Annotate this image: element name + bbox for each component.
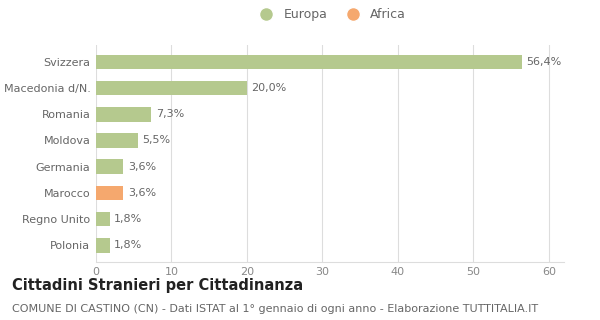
Text: 1,8%: 1,8% bbox=[114, 214, 142, 224]
Text: 5,5%: 5,5% bbox=[142, 135, 170, 146]
Bar bbox=[96, 81, 247, 95]
Text: COMUNE DI CASTINO (CN) - Dati ISTAT al 1° gennaio di ogni anno - Elaborazione TU: COMUNE DI CASTINO (CN) - Dati ISTAT al 1… bbox=[12, 304, 538, 314]
Text: 1,8%: 1,8% bbox=[114, 240, 142, 250]
Text: 3,6%: 3,6% bbox=[128, 188, 156, 198]
Bar bbox=[96, 212, 110, 226]
Bar bbox=[96, 107, 151, 122]
Bar bbox=[96, 238, 110, 252]
Text: 7,3%: 7,3% bbox=[155, 109, 184, 119]
Bar bbox=[96, 186, 123, 200]
Bar bbox=[96, 55, 522, 69]
Bar bbox=[96, 159, 123, 174]
Text: Cittadini Stranieri per Cittadinanza: Cittadini Stranieri per Cittadinanza bbox=[12, 278, 303, 293]
Text: 3,6%: 3,6% bbox=[128, 162, 156, 172]
Legend: Europa, Africa: Europa, Africa bbox=[249, 3, 411, 26]
Text: 20,0%: 20,0% bbox=[251, 83, 287, 93]
Text: 56,4%: 56,4% bbox=[526, 57, 562, 67]
Bar bbox=[96, 133, 137, 148]
